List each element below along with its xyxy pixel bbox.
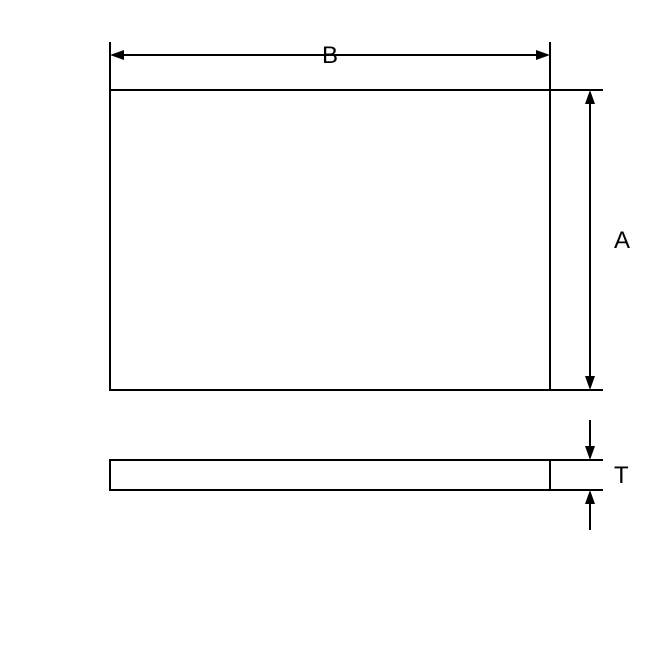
dim-b-arrow-left: [110, 50, 124, 60]
dim-b-arrow-right: [536, 50, 550, 60]
edge-rectangle: [110, 460, 550, 490]
dim-a-arrow-bottom: [585, 376, 595, 390]
dim-t-label: T: [614, 462, 629, 489]
dim-t-arrow-top: [585, 446, 595, 460]
dimension-diagram: B A T: [0, 0, 670, 670]
dim-t-arrow-bottom: [585, 490, 595, 504]
plan-rectangle: [110, 90, 550, 390]
dim-b-label: B: [322, 42, 338, 69]
dim-a-arrow-top: [585, 90, 595, 104]
dim-a-label: A: [614, 227, 630, 254]
